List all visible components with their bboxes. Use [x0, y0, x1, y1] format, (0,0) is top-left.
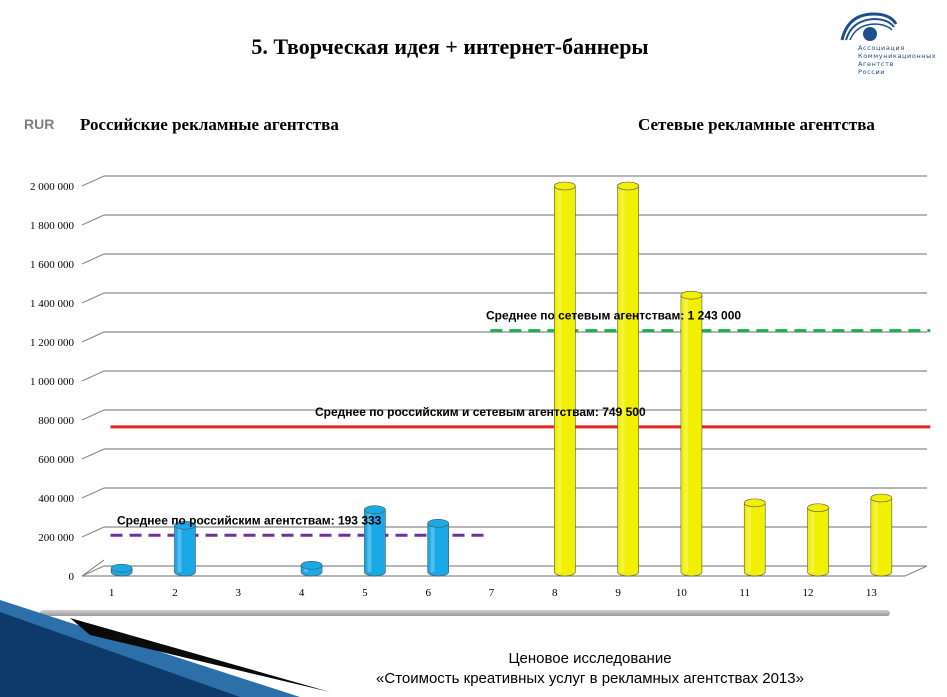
- bar-highlight: [873, 498, 878, 572]
- y-tick-label: 600 000: [38, 454, 74, 466]
- bar-chart: 0 200 000 400 000 600 000 800 000 1 000 000 1 …: [30, 175, 931, 599]
- bar-top: [743, 498, 766, 508]
- bar-highlight: [177, 525, 182, 572]
- gridline-depth: [81, 292, 105, 304]
- x-tick-label: 3: [236, 587, 242, 599]
- reference-line-label: Среднее по российским агентствам: 193 33…: [117, 513, 382, 527]
- gridline-depth: [81, 214, 105, 226]
- x-tick-label: 8: [552, 587, 558, 599]
- reference-line-label: Среднее по российским и сетевым агентств…: [315, 405, 646, 419]
- bar: [870, 493, 893, 577]
- gridline-depth: [81, 253, 105, 265]
- y-tick-label: 1 000 000: [30, 376, 75, 388]
- reference-line-label: Среднее по сетевым агентствам: 1 243 000: [486, 309, 741, 323]
- x-tick-label: 10: [676, 587, 688, 599]
- bar-body: [870, 498, 892, 572]
- bar-top: [174, 520, 196, 530]
- y-tick-label: 0: [69, 571, 75, 583]
- bar-body: [807, 507, 829, 572]
- gridline-depth: [81, 175, 105, 187]
- y-tick-label: 1 200 000: [30, 337, 75, 349]
- gridline-depth: [81, 409, 105, 421]
- akar-logo-icon: [840, 12, 898, 41]
- bar: [680, 290, 703, 577]
- bar: [300, 560, 323, 577]
- y-tick-label: 1 800 000: [30, 220, 75, 232]
- bar-body: [744, 502, 766, 572]
- divider-bar: [40, 610, 890, 616]
- footer-line-2: «Стоимость креативных услуг в рекламных …: [376, 670, 804, 687]
- bar-highlight: [683, 295, 688, 572]
- bar-body: [680, 295, 702, 572]
- y-tick-label: 1 400 000: [30, 298, 75, 310]
- bar-body: [617, 186, 639, 572]
- bar-top: [364, 505, 386, 515]
- bar-highlight: [557, 186, 562, 572]
- bar: [427, 519, 449, 577]
- x-tick-label: 7: [489, 587, 495, 599]
- footer-line-1: Ценовое исследование: [508, 650, 672, 667]
- bar-highlight: [367, 509, 372, 572]
- x-tick-label: 6: [425, 587, 431, 599]
- x-tick-label: 11: [739, 587, 750, 599]
- group-title-network: Сетевые рекламные агентства: [638, 115, 875, 134]
- gridline-depth: [81, 331, 105, 343]
- bar: [554, 181, 576, 577]
- floor-edge: [81, 559, 105, 577]
- bar: [174, 520, 196, 577]
- x-tick-label: 4: [299, 587, 305, 599]
- bar-highlight: [620, 186, 625, 572]
- bar-highlight: [430, 523, 435, 572]
- x-tick-label: 1: [109, 587, 115, 599]
- bar-body: [427, 523, 449, 572]
- page-title: 5. Творческая идея + интернет-баннеры: [251, 34, 649, 59]
- bar-highlight: [747, 502, 752, 572]
- gridline-depth: [81, 370, 105, 382]
- y-tick-label: 800 000: [38, 415, 74, 427]
- x-tick-label: 9: [615, 587, 621, 599]
- x-tick-label: 12: [803, 587, 814, 599]
- bar: [743, 498, 766, 577]
- corner-decoration: [0, 600, 330, 697]
- group-title-russian: Российские рекламные агентства: [80, 115, 339, 134]
- y-tick-label: 1 600 000: [30, 259, 75, 271]
- x-tick-label: 13: [866, 587, 878, 599]
- gridline-depth: [81, 565, 105, 577]
- bar: [807, 503, 829, 577]
- y-tick-label: 2 000 000: [30, 181, 75, 193]
- bar-top: [807, 503, 829, 513]
- bar-top: [110, 563, 133, 573]
- gridline-depth: [81, 487, 105, 499]
- gridline-depth: [81, 526, 105, 538]
- y-tick-label: 400 000: [38, 493, 74, 505]
- bar-body: [554, 186, 576, 572]
- bar-body: [364, 509, 386, 572]
- gridline-depth: [81, 448, 105, 460]
- bar-top: [427, 519, 449, 528]
- y-tick-label: 200 000: [38, 532, 74, 544]
- x-tick-label: 2: [172, 587, 178, 599]
- bar-top: [554, 181, 576, 191]
- bar-body: [174, 525, 196, 572]
- bar-highlight: [810, 507, 815, 572]
- bar: [617, 181, 639, 577]
- floor-right-edge: [904, 565, 928, 577]
- bar-top: [870, 493, 893, 503]
- akar-logo: Ассоциация Коммуникационных Агентств Рос…: [838, 10, 943, 88]
- currency-label: RUR: [24, 116, 55, 132]
- logo-text: Ассоциация Коммуникационных Агентств Рос…: [858, 44, 937, 76]
- bar-top: [300, 560, 323, 570]
- bar: [110, 563, 133, 577]
- bar-top: [617, 181, 639, 191]
- x-tick-label: 5: [362, 587, 368, 599]
- bar: [364, 505, 386, 577]
- bar-top: [680, 290, 703, 300]
